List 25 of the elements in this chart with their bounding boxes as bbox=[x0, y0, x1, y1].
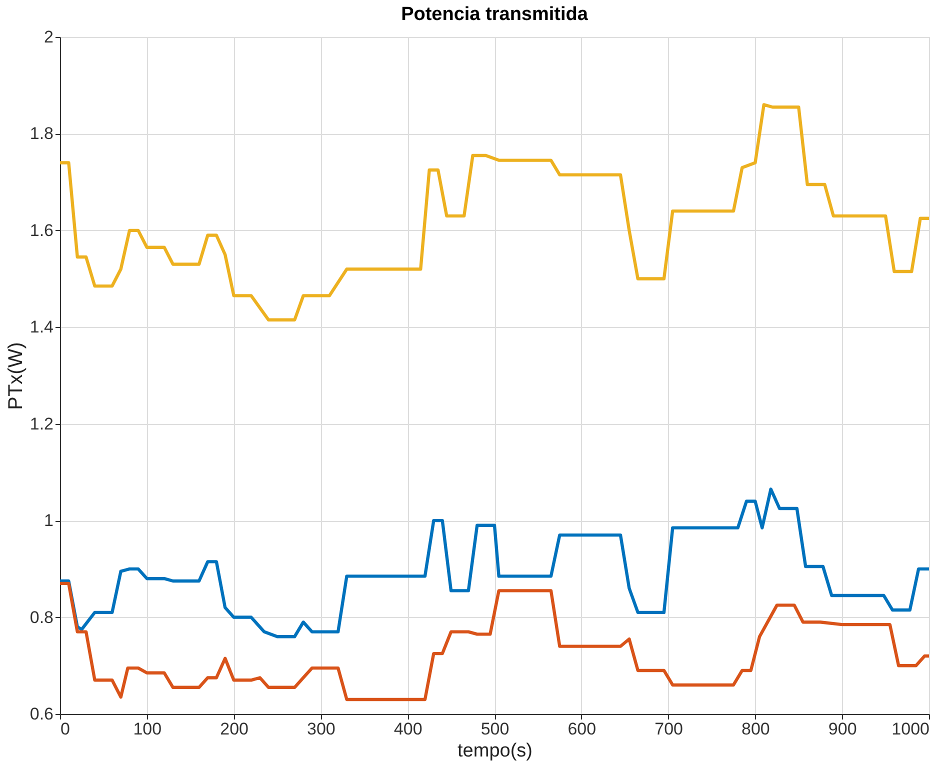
x-tick-label: 200 bbox=[220, 720, 248, 738]
y-tick-label: 2 bbox=[44, 28, 54, 46]
y-tick-label: 1.4 bbox=[30, 318, 54, 337]
y-axis-title: PTx(W) bbox=[4, 342, 27, 410]
x-axis-title: tempo(s) bbox=[458, 740, 532, 762]
x-tick-label: 1000 bbox=[892, 720, 930, 738]
x-tick-label: 500 bbox=[480, 720, 510, 738]
y-tick-label: 1 bbox=[44, 511, 54, 530]
x-tick-label: 100 bbox=[133, 720, 162, 738]
y-tick-label: 1.8 bbox=[30, 124, 54, 144]
line-series bbox=[60, 488, 929, 638]
line-series bbox=[60, 103, 929, 322]
y-tick-label: 0.8 bbox=[30, 608, 54, 627]
x-tick-label: 400 bbox=[394, 720, 422, 738]
x-tick-label: 800 bbox=[742, 720, 770, 738]
x-tick-label: 600 bbox=[568, 720, 596, 738]
y-tick-label: 0.6 bbox=[30, 704, 54, 724]
y-tick-label: 1.6 bbox=[30, 220, 54, 240]
y-tick-label: 1.2 bbox=[30, 414, 54, 434]
x-tick-label: 700 bbox=[654, 720, 683, 738]
x-tick-label: 900 bbox=[828, 720, 857, 738]
x-tick-label: 300 bbox=[307, 720, 336, 738]
line-series bbox=[60, 582, 929, 702]
x-tick-label: 0 bbox=[60, 720, 70, 738]
chart-title: Potencia transmitida bbox=[401, 4, 588, 25]
